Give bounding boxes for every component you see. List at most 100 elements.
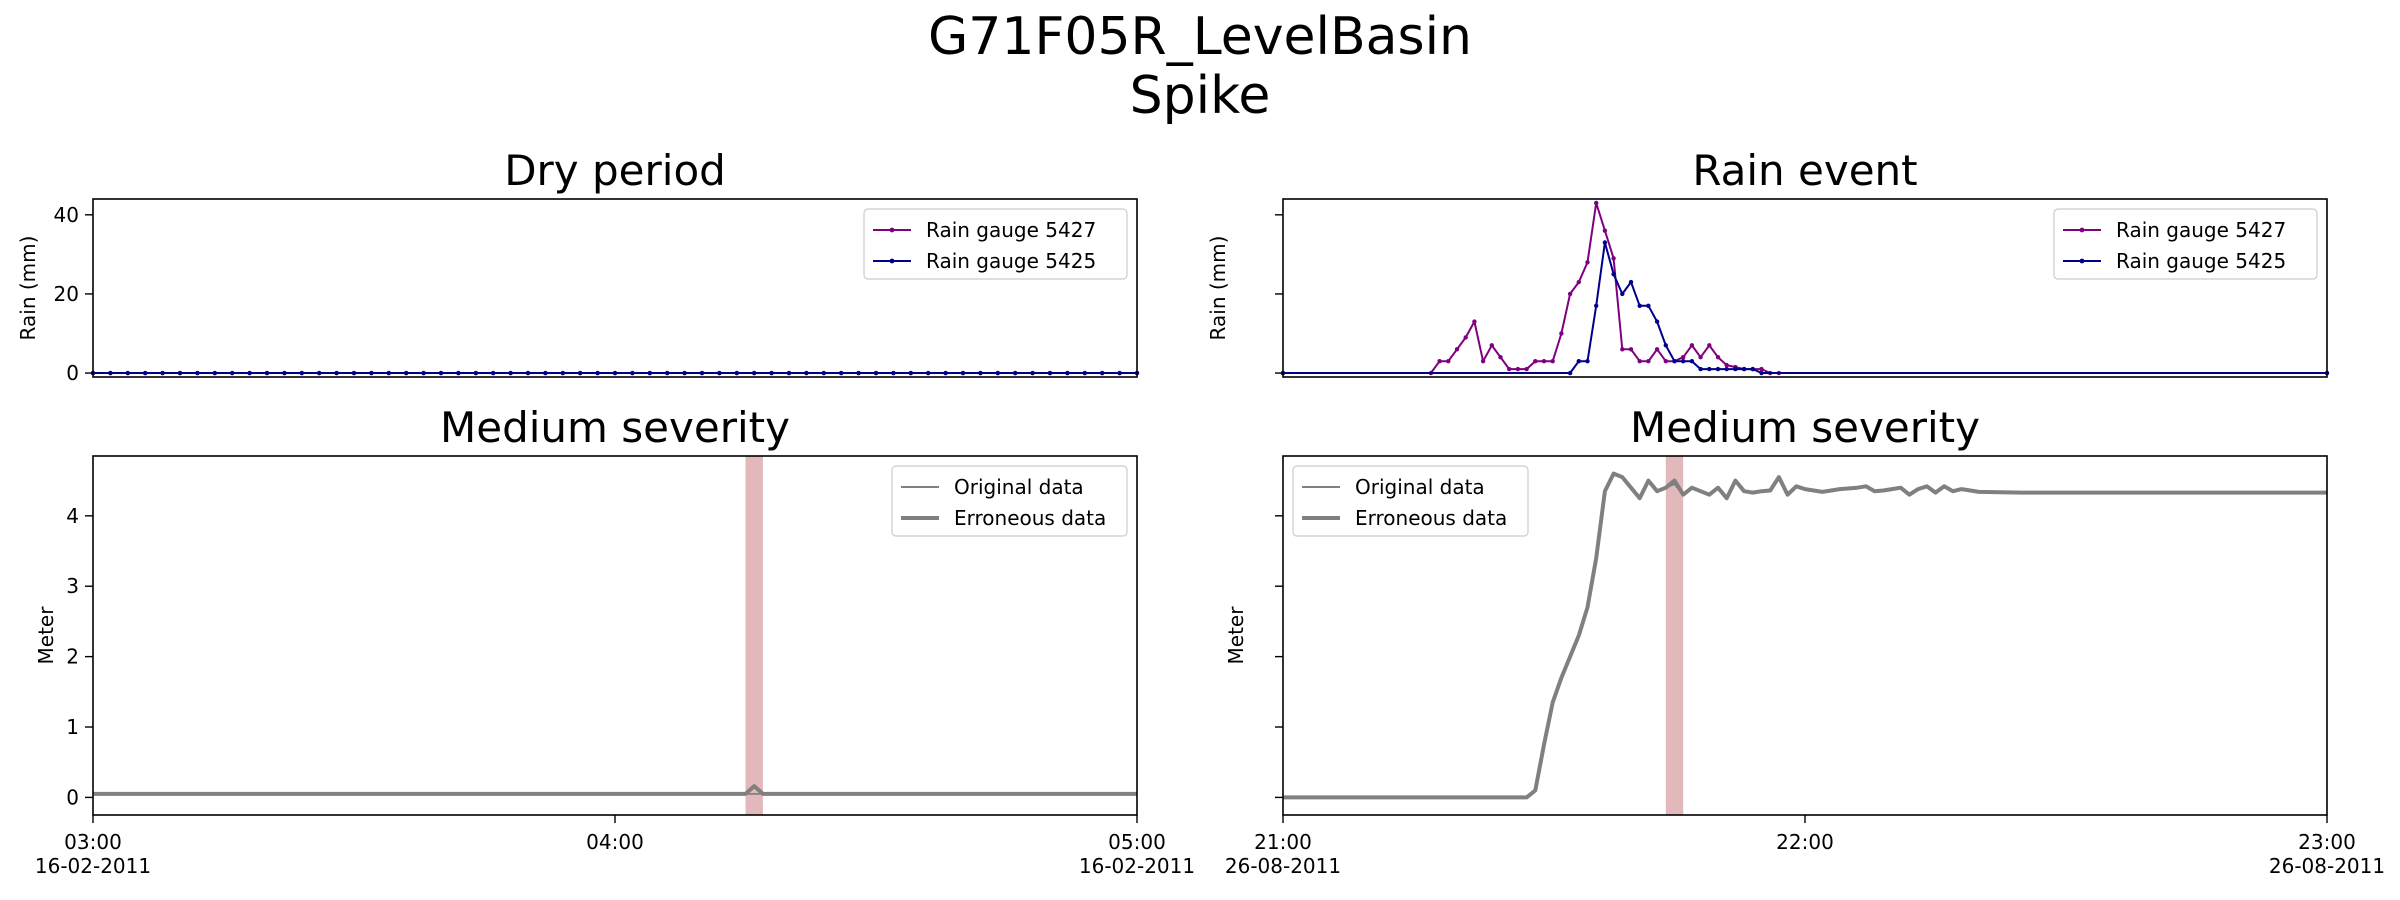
legend-label: Erroneous data [954,506,1106,530]
x-tick-date: 26-08-2011 [2269,854,2385,878]
data-point [1741,366,1747,372]
spike-band [745,456,763,815]
data-point [926,370,931,376]
legend-marker [889,258,895,264]
data-point [1689,358,1695,364]
data-point [630,370,635,376]
x-tick-label: 21:00 [1254,830,1312,854]
data-point [1515,366,1521,372]
data-point [1637,358,1642,364]
data-point [1576,358,1582,364]
data-point [978,370,983,376]
data-point [1620,291,1625,297]
data-point [1585,358,1590,364]
legend: Original data Erroneous data [1292,465,1529,537]
data-point [1576,279,1582,285]
y-tick-label: 40 [54,203,79,227]
data-point [1646,358,1651,364]
data-point [804,370,809,376]
data-point [421,370,426,376]
data-point [1681,358,1686,364]
data-point [1567,291,1573,297]
y-tick-label: 20 [54,282,79,306]
data-point [1707,366,1712,372]
data-point [1013,370,1018,376]
data-point [1715,355,1721,360]
data-point [752,370,757,376]
data-point [1750,366,1756,372]
data-point [891,370,896,376]
data-point [317,370,322,376]
data-point [1672,358,1677,364]
data-point [1594,200,1599,206]
data-point [908,370,913,376]
data-point [821,370,826,376]
data-point [647,370,652,376]
y-tick-label: 4 [66,504,79,528]
data-point [1759,370,1764,376]
data-point [1489,343,1495,348]
data-point [769,370,774,376]
data-point [1724,362,1729,368]
data-point [1480,358,1486,364]
data-point [960,370,966,376]
data-point [334,370,339,376]
data-point [1082,370,1088,376]
x-tick-label: 22:00 [1776,830,1834,854]
data-point [108,370,113,376]
legend: Rain gauge 5427 Rain gauge 5425 [863,208,1128,280]
legend-marker [2079,227,2085,233]
data-point [734,370,739,376]
y-axis-label: Meter [1224,606,1248,665]
data-point [1654,347,1660,352]
data-point [1446,358,1451,364]
legend-frame [891,465,1128,537]
x-tick-label: 04:00 [586,830,644,854]
data-point [1100,370,1105,376]
panel-bottom-left: Medium severity01234Meter03:0016-02-2011… [34,403,1195,878]
data-point [1724,366,1729,372]
data-point [1620,347,1625,352]
panel-title: Medium severity [1630,403,1980,452]
data-point [1498,355,1503,360]
data-point [351,370,357,376]
data-point [195,370,200,376]
legend-marker [889,227,895,233]
panel-title: Medium severity [440,403,790,452]
data-point [1463,335,1468,340]
data-point [612,370,618,376]
legend-label: Original data [1355,475,1485,499]
data-point [1628,279,1634,285]
legend-label: Rain gauge 5427 [2116,218,2286,242]
data-point [1594,303,1599,308]
axes-frame [1282,198,2328,378]
data-point [456,370,461,376]
data-point [560,370,565,376]
x-tick-date: 26-08-2011 [1225,854,1341,878]
data-point [369,370,374,376]
series-line [93,784,1137,796]
legend-frame [2053,208,2318,280]
data-point [212,370,217,376]
data-point [578,370,583,376]
legend-frame [1292,465,1529,537]
x-tick-label: 03:00 [64,830,122,854]
legend: Rain gauge 5427 Rain gauge 5425 [2053,208,2318,280]
data-point [525,370,531,376]
data-point [1065,370,1070,376]
y-axis-label: Meter [34,606,58,665]
panel-bottom-right: Medium severityMeter21:0026-08-201122:00… [1224,403,2385,878]
data-point [1707,343,1712,348]
data-point [699,370,705,376]
data-point [1437,358,1442,364]
data-point [299,370,304,376]
data-point [247,370,252,376]
data-point [1585,260,1590,265]
data-point [404,370,409,376]
data-point [1602,240,1608,245]
data-point [1611,271,1616,277]
data-point [264,370,270,376]
data-point [1637,303,1642,308]
data-point [873,370,879,376]
